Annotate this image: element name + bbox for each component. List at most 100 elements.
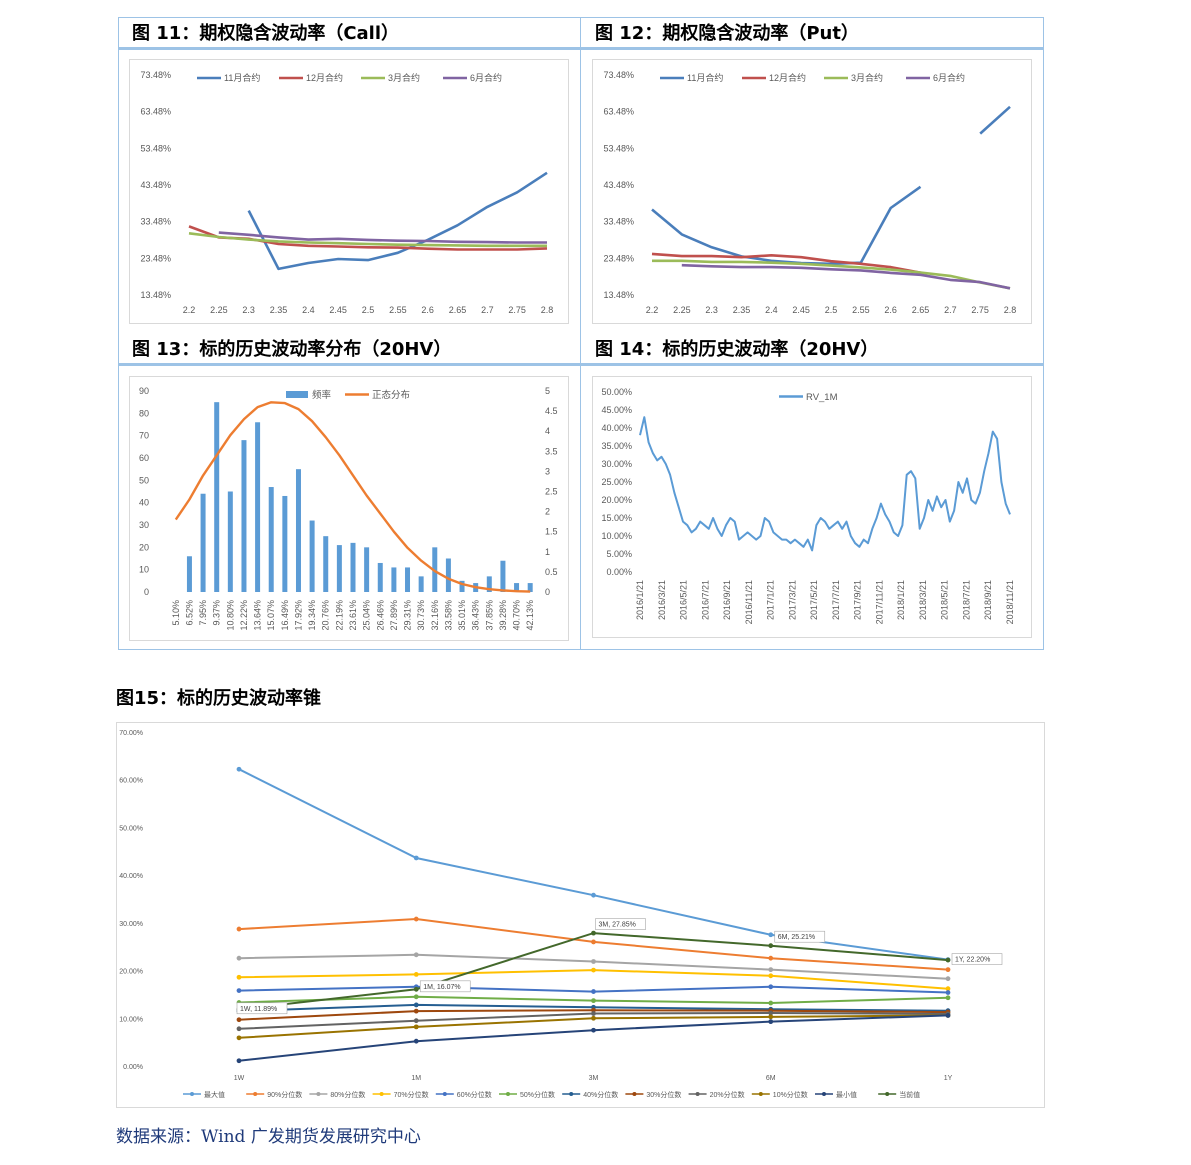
x-tick-label: 2.45	[329, 305, 347, 315]
cone-point	[413, 986, 419, 992]
legend-label: 11月合约	[687, 72, 723, 83]
cone-point	[591, 892, 596, 898]
x-tick-label: 2.7	[481, 305, 494, 315]
fig13-title: 图 13：标的历史波动率分布（20HV）	[118, 334, 580, 366]
x-tick-label: 10.80%	[225, 600, 235, 631]
y-left-tick-label: 80	[139, 408, 149, 418]
legend-label: 12月合约	[306, 72, 343, 83]
series-line-11月合约	[247, 171, 548, 271]
histogram-bar	[377, 562, 383, 592]
x-tick-label: 2016/9/21	[722, 580, 732, 620]
y-tick-label: 10.00%	[601, 531, 632, 541]
x-tick-label: 2.45	[792, 305, 810, 315]
x-tick-label: 2.25	[673, 305, 691, 315]
y-left-tick-label: 60	[139, 453, 149, 463]
y-right-tick-label: 2	[545, 507, 550, 517]
cone-point	[413, 1002, 419, 1008]
fig12-chart: 13.48% 23.48% 33.48% 43.48% 53.48% 63.48% 73.4…	[603, 70, 1016, 315]
x-tick-label: 2.35	[270, 305, 288, 315]
x-tick-label: 1W	[234, 1075, 245, 1082]
cone-point	[413, 1024, 419, 1030]
x-tick-label: 2018/1/21	[896, 580, 906, 620]
y-right-tick-label: 1.5	[545, 527, 558, 537]
y-tick-label: 23.48%	[603, 253, 634, 263]
legend-label: 10%分位数	[773, 1090, 808, 1099]
y-tick-label: 0.00%	[606, 567, 632, 577]
x-tick-label: 42.13%	[525, 600, 535, 631]
x-tick-label: 2016/5/21	[679, 580, 689, 620]
data-label-box	[419, 980, 471, 993]
y-tick-label: 33.48%	[140, 217, 171, 227]
x-tick-label: 2.35	[733, 305, 751, 315]
histogram-bar	[268, 487, 274, 592]
y-tick-label: 73.48%	[140, 70, 171, 80]
histogram-bar	[186, 556, 192, 592]
legend-marker	[316, 1092, 321, 1096]
histogram-bar	[391, 567, 397, 592]
cone-point	[413, 916, 419, 922]
x-tick-label: 2.4	[765, 305, 778, 315]
legend-marker	[379, 1092, 384, 1096]
legend-label: 最大值	[204, 1090, 225, 1099]
x-tick-label: 27.89%	[389, 600, 399, 631]
histogram-bar	[364, 547, 370, 592]
y-tick-label: 13.48%	[603, 290, 634, 300]
x-tick-label: 36.43%	[471, 600, 481, 631]
cone-point	[768, 1014, 774, 1020]
cone-point	[236, 955, 242, 961]
cone-point	[236, 974, 242, 980]
y-left-tick-label: 90	[139, 386, 149, 396]
legend-marker	[822, 1092, 826, 1096]
cone-point	[768, 943, 774, 949]
y-right-tick-label: 3.5	[545, 446, 558, 456]
cone-point	[591, 1015, 596, 1021]
y-tick-label: 0.00%	[123, 1064, 143, 1071]
x-tick-label: 2.4	[302, 305, 315, 315]
data-label-box	[236, 1002, 288, 1015]
data-source: 数据来源：Wind 广发期货发展研究中心	[116, 1127, 421, 1147]
cone-point	[945, 976, 951, 982]
cone-point	[236, 1026, 242, 1032]
cone-point	[591, 989, 596, 994]
data-label-box	[774, 930, 826, 943]
fig14-chart: 0.00% 5.00% 10.00% 15.00% 20.00% 25.00% 30.00%…	[601, 387, 1015, 624]
grid-vertical-divider	[580, 17, 581, 650]
x-tick-label: 2.7	[944, 305, 957, 315]
x-tick-label: 2017/7/21	[831, 580, 841, 620]
legend-label: 11月合约	[224, 72, 260, 83]
y-tick-label: 35.00%	[601, 441, 632, 451]
legend-label: 当前值	[899, 1090, 920, 1099]
y-tick-label: 40.00%	[601, 423, 632, 433]
cone-point	[413, 1018, 419, 1024]
fig11-chart: 13.48% 23.48% 33.48% 43.48% 53.48% 63.48% 73.4…	[140, 70, 553, 315]
legend-label: 90%分位数	[267, 1090, 302, 1099]
y-right-tick-label: 0.5	[545, 567, 558, 577]
cone-point	[236, 926, 242, 932]
cone-point	[768, 973, 774, 979]
histogram-bar	[486, 576, 492, 592]
legend-label: 最小值	[836, 1090, 857, 1099]
y-right-tick-label: 3	[545, 466, 550, 476]
histogram-bar	[241, 440, 247, 592]
cone-point	[768, 932, 774, 938]
histogram-bar	[214, 402, 220, 592]
fig13-chart: 0 10 20 30 40 50 60 70 80 90 0 0.5 1 1.5 2 2.5 3 3.5 4 4.5 5…	[139, 386, 558, 631]
y-tick-label: 13.48%	[140, 290, 171, 300]
legend-marker	[758, 1092, 763, 1096]
data-label-box	[595, 918, 646, 930]
cone-point	[591, 998, 596, 1004]
cone-point	[945, 990, 951, 995]
legend-label: 60%分位数	[457, 1090, 492, 1099]
y-tick-label: 33.48%	[603, 217, 634, 227]
x-tick-label: 16.49%	[280, 600, 290, 631]
y-tick-label: 20.00%	[601, 495, 632, 505]
x-tick-label: 2.25	[210, 305, 228, 315]
x-tick-label: 5.10%	[171, 600, 181, 626]
y-tick-label: 70.00%	[119, 730, 143, 737]
legend-label: 3月合约	[388, 72, 420, 83]
x-tick-label: 6.52%	[184, 600, 194, 626]
fig14-panel	[592, 376, 1032, 638]
y-tick-label: 23.48%	[140, 253, 171, 263]
histogram-bar	[500, 560, 506, 592]
data-label: 1W, 11.89%	[240, 1006, 277, 1013]
